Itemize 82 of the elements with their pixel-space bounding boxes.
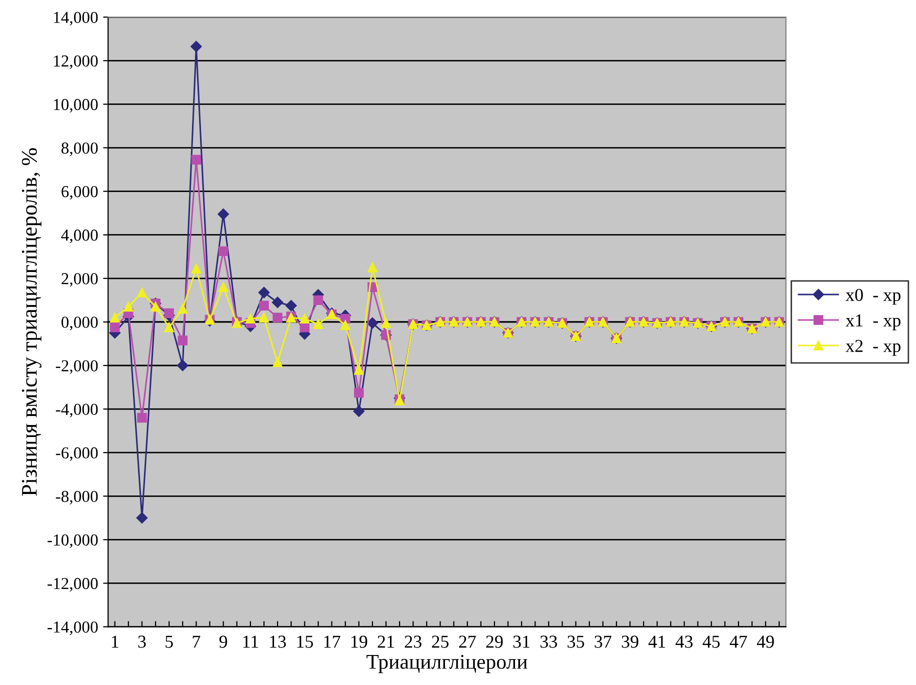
point	[272, 312, 282, 322]
y-tick-label: 10,000	[54, 98, 98, 113]
point	[258, 286, 270, 298]
y-tick-label: 14,000	[54, 12, 98, 26]
point	[218, 208, 229, 220]
point	[259, 300, 269, 310]
legend-label: x1 - xp	[846, 314, 900, 330]
y-tick-label: -4,000	[56, 404, 98, 418]
point	[272, 357, 282, 368]
point	[353, 406, 364, 417]
point	[286, 300, 297, 312]
point	[190, 40, 202, 52]
x-tick-label: 15	[297, 636, 313, 648]
x-tick-label: 17	[324, 636, 340, 648]
y-tick-label: 8,000	[62, 142, 98, 156]
point	[354, 364, 364, 375]
y-tick-label: -2,000	[56, 360, 98, 374]
x-tick-label: 11	[243, 636, 258, 648]
x-tick-label: 9	[219, 636, 228, 648]
point	[218, 282, 228, 292]
x-tick-label: 45	[702, 636, 720, 648]
point	[110, 312, 120, 322]
point	[300, 322, 310, 332]
x-tick-label: 23	[404, 636, 422, 648]
point	[313, 295, 324, 306]
x-tick-label: 43	[676, 636, 693, 648]
y-tick-label: -6,000	[56, 447, 98, 461]
point	[137, 412, 147, 423]
point	[354, 388, 364, 398]
y-tick-label: 0,000	[62, 316, 98, 330]
x-tick-label: 39	[622, 636, 638, 648]
y-axis-title: Різниця вмісту триацилгліцеролів, %	[22, 148, 42, 496]
point	[272, 296, 284, 308]
x-tick-label: 19	[351, 636, 368, 648]
y-tick-label: -10,000	[48, 534, 98, 548]
x-tick-label: 1	[112, 636, 118, 648]
point	[136, 512, 148, 524]
point	[340, 320, 350, 330]
x-tick-label: 31	[513, 636, 530, 648]
x-tick-label: 29	[486, 636, 503, 648]
x-tick-label: 13	[270, 636, 286, 648]
point	[313, 319, 324, 329]
y-tick-label: -8,000	[56, 490, 98, 504]
point	[137, 288, 147, 298]
point	[177, 360, 188, 372]
y-tick-label: -14,000	[48, 621, 98, 636]
y-tick-label: -12,000	[48, 578, 98, 592]
x-tick-label: 3	[138, 636, 146, 648]
point	[218, 246, 228, 256]
x-tick-label: 27	[459, 636, 476, 648]
y-tick-label: 2,000	[62, 273, 98, 287]
point	[164, 308, 174, 318]
legend-label: x2 - xp	[846, 340, 900, 356]
point	[178, 304, 188, 314]
point	[368, 262, 378, 272]
x-tick-label: 33	[540, 636, 558, 648]
x-tick-label: 25	[432, 636, 449, 648]
point	[124, 302, 134, 312]
x-tick-label: 35	[568, 636, 584, 648]
y-tick-label: 6,000	[62, 186, 98, 200]
point	[164, 322, 174, 332]
x-tick-label: 49	[756, 636, 774, 648]
x-tick-label: 5	[166, 636, 173, 648]
x-tick-label: 7	[192, 636, 200, 648]
point	[178, 336, 188, 346]
point	[259, 312, 269, 322]
x-tick-label: 41	[648, 636, 666, 648]
legend-label: x0 - xp	[846, 288, 900, 305]
y-tick-label: 4,000	[61, 230, 98, 244]
point	[110, 322, 120, 332]
point	[191, 154, 202, 165]
x-tick-label: 37	[594, 636, 612, 648]
x-tick-label: 21	[378, 636, 394, 648]
x-axis-title: Триацилгліцероли	[366, 654, 528, 674]
point	[381, 318, 391, 328]
x-tick-label: 47	[730, 636, 747, 648]
point	[246, 314, 256, 324]
point	[150, 302, 160, 312]
point	[300, 314, 310, 324]
point	[366, 317, 378, 329]
y-tick-label: 12,000	[54, 55, 98, 70]
point	[191, 264, 202, 274]
